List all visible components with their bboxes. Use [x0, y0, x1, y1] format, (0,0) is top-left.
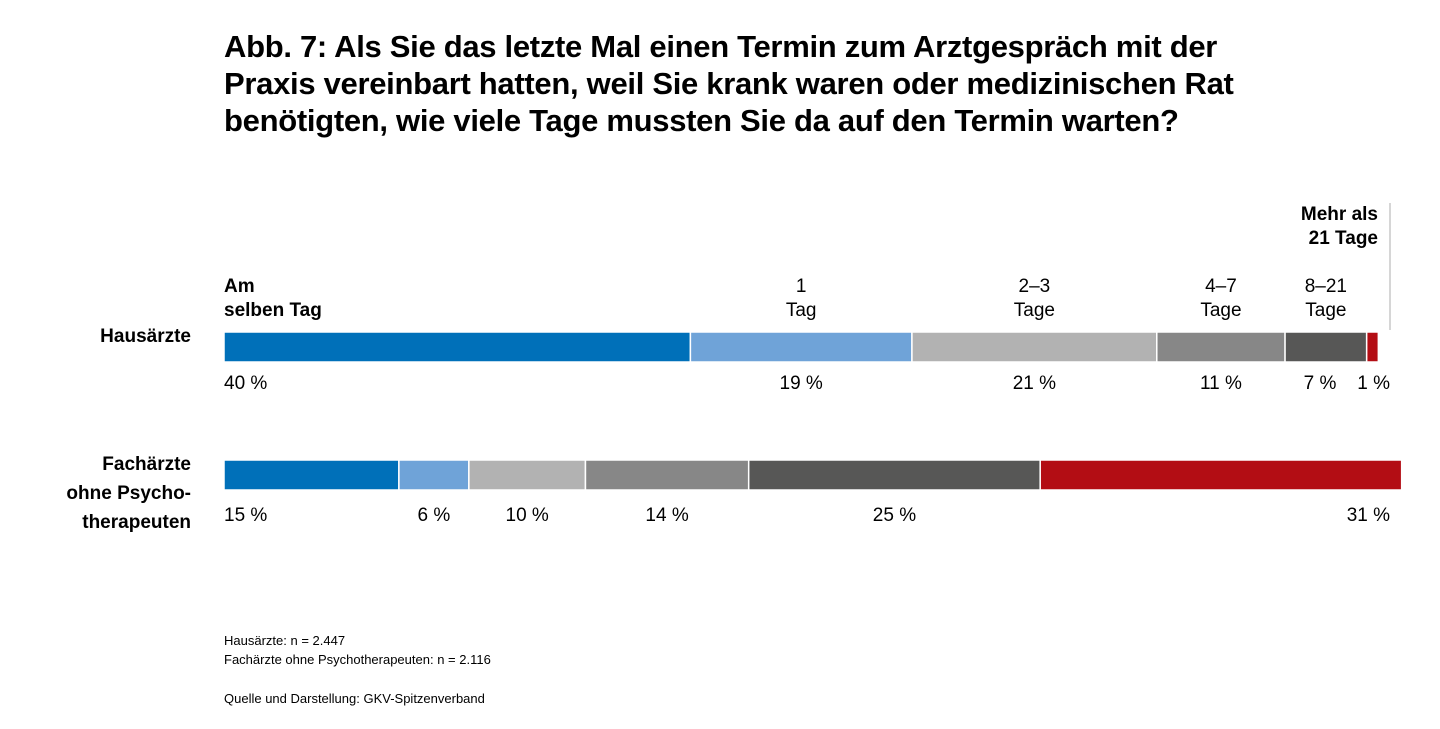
category-label: 21 Tage — [1309, 228, 1378, 249]
row-label: Hausärzte — [100, 326, 191, 347]
data-label: 21 % — [1013, 373, 1056, 394]
row-label: therapeuten — [82, 512, 191, 533]
source-note: Quelle und Darstellung: GKV-Spitzenverba… — [224, 691, 485, 706]
data-label: 6 % — [418, 505, 451, 526]
chart-title: Abb. 7: Als Sie das letzte Mal einen Ter… — [224, 28, 1344, 139]
bar-segment — [747, 459, 1041, 491]
note-fachaerzte: Fachärzte ohne Psychotherapeuten: n = 2.… — [224, 652, 491, 667]
data-label: 10 % — [506, 505, 549, 526]
bar-segment — [1284, 331, 1368, 363]
bar-segment — [911, 331, 1158, 363]
bar-segment — [223, 331, 692, 363]
data-label: 7 % — [1304, 373, 1337, 394]
data-label: 1 % — [1357, 373, 1390, 394]
bar-segment — [584, 459, 750, 491]
data-label: 31 % — [1347, 505, 1390, 526]
data-label: 40 % — [224, 373, 267, 394]
data-label: 11 % — [1200, 373, 1242, 394]
data-label: 15 % — [224, 505, 267, 526]
category-label: 8–21 — [1305, 276, 1347, 297]
category-label: Mehr als — [1301, 204, 1378, 225]
row-label: ohne Psycho- — [66, 483, 191, 504]
sample-size-notes: Hausärzte: n = 2.447 Fachärzte ohne Psyc… — [224, 631, 491, 669]
bar-segment — [689, 331, 913, 363]
title-line: benötigten, wie viele Tage mussten Sie d… — [224, 103, 1179, 138]
note-hausaerzte: Hausärzte: n = 2.447 — [224, 633, 346, 648]
bar-segment — [1365, 331, 1380, 363]
row-label: Fachärzte — [102, 454, 191, 475]
category-label: 2–3 — [1019, 276, 1051, 297]
bar-segment — [1039, 459, 1403, 491]
data-label: 19 % — [780, 373, 823, 394]
category-label: 4–7 — [1205, 276, 1237, 297]
category-label: Am — [224, 276, 255, 297]
data-label: 25 % — [873, 505, 916, 526]
data-label: 14 % — [645, 505, 688, 526]
category-label: Tage — [1200, 300, 1241, 321]
bar-segment — [398, 459, 470, 491]
title-line: Praxis vereinbart hatten, weil Sie krank… — [224, 66, 1234, 101]
bar-segment — [223, 459, 400, 491]
category-label: selben Tag — [224, 300, 322, 321]
category-label: Tage — [1305, 300, 1346, 321]
bar-segment — [1156, 331, 1286, 363]
category-label: Tage — [1014, 300, 1055, 321]
category-label: Tag — [786, 300, 817, 321]
bar-segment — [468, 459, 587, 491]
title-line: Abb. 7: Als Sie das letzte Mal einen Ter… — [224, 29, 1218, 64]
category-label: 1 — [796, 276, 807, 297]
